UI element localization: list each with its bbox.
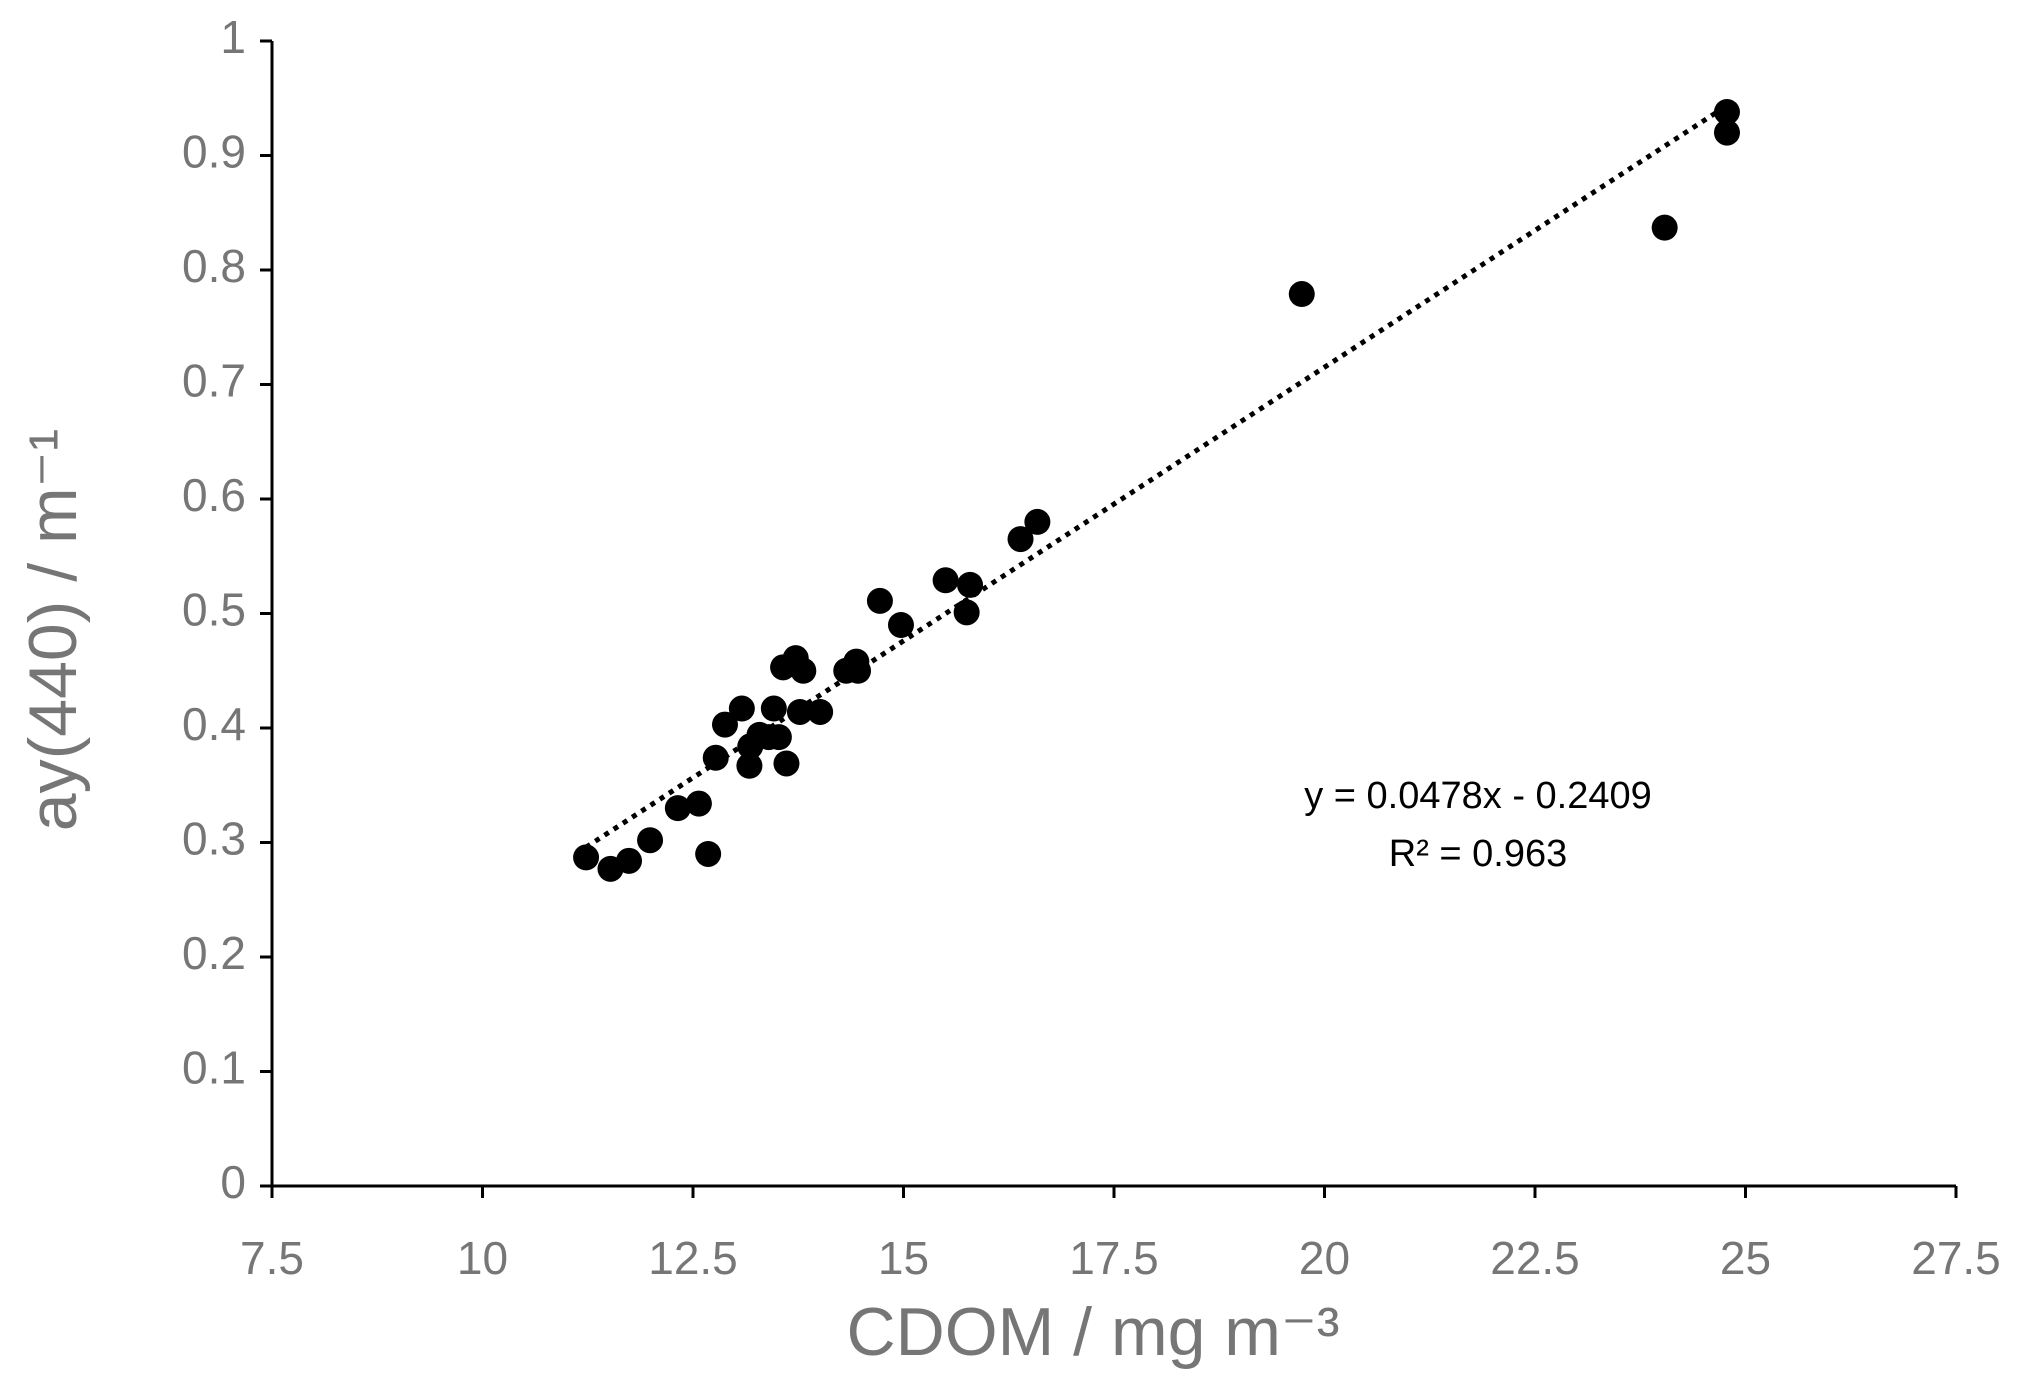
r-squared: R² = 0.963 (1389, 833, 1568, 875)
x-tick-label: 20 (1299, 1232, 1350, 1284)
point (1713, 98, 1740, 125)
point (728, 695, 755, 722)
y-tick-label: 0.8 (182, 240, 246, 292)
y-tick-label: 0.5 (182, 584, 246, 636)
y-tick-label: 0.6 (182, 469, 246, 521)
trendline-equation: y = 0.0478x - 0.2409 (1304, 775, 1652, 817)
point (573, 844, 600, 871)
point (711, 711, 738, 738)
point (786, 698, 813, 725)
y-tick-label: 0.9 (182, 126, 246, 178)
x-tick-label: 12.5 (648, 1232, 738, 1284)
y-tick-label: 1 (220, 11, 246, 63)
point (616, 847, 643, 874)
point (957, 571, 984, 598)
point (773, 750, 800, 777)
point (1024, 508, 1051, 535)
point (807, 698, 834, 725)
point (1007, 526, 1034, 553)
y-tick-label: 0.7 (182, 355, 246, 407)
point (1651, 214, 1678, 241)
point (702, 744, 729, 771)
x-tick-label: 22.5 (1490, 1232, 1580, 1284)
point (664, 795, 691, 822)
y-axis-title: ay(440) / m⁻¹ (15, 429, 91, 831)
point (765, 724, 792, 751)
y-tick-label: 0.2 (182, 927, 246, 979)
y-tick-label: 0.4 (182, 698, 246, 750)
trendline (584, 103, 1729, 850)
point (932, 567, 959, 594)
y-tick-label: 0.3 (182, 813, 246, 865)
point (695, 840, 722, 867)
x-tick-label: 27.5 (1911, 1232, 2001, 1284)
point (953, 599, 980, 626)
y-tick-label: 0.1 (182, 1042, 246, 1094)
x-tick-label: 7.5 (240, 1232, 304, 1284)
point (866, 587, 893, 614)
point (637, 827, 664, 854)
point (887, 611, 914, 638)
point (1288, 281, 1315, 308)
point (760, 695, 787, 722)
point (736, 752, 763, 779)
x-tick-label: 10 (457, 1232, 508, 1284)
point (1713, 119, 1740, 146)
x-tick-label: 25 (1720, 1232, 1771, 1284)
y-tick-label: 0 (220, 1156, 246, 1208)
x-tick-label: 17.5 (1069, 1232, 1159, 1284)
point (845, 657, 872, 684)
point (685, 790, 712, 817)
x-tick-label: 15 (878, 1232, 929, 1284)
point (790, 657, 817, 684)
x-axis-title: CDOM / mg m⁻³ (847, 1294, 1340, 1370)
